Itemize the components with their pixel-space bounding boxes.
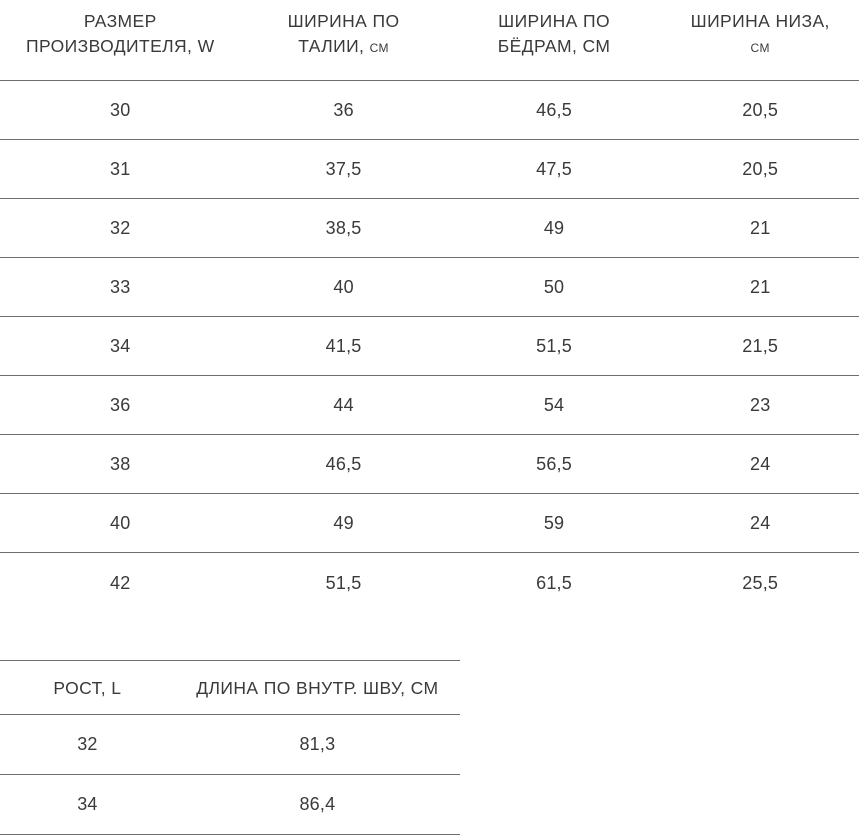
table-cell: 50: [446, 257, 662, 317]
table-cell: 42: [110, 572, 131, 593]
table-cell: 33: [0, 257, 241, 317]
table-cell: 51,5: [325, 572, 362, 593]
table-row: 34 41,5 51,5 21,5: [0, 316, 859, 376]
table-cell: 49: [446, 198, 662, 258]
table-cell: 36: [240, 80, 447, 140]
table-cell: 40: [0, 493, 241, 553]
table-row: 40 49 59 24: [0, 493, 859, 553]
table-row: 38 46,5 56,5 24: [0, 434, 859, 494]
table-row: 32 81,3: [0, 714, 460, 775]
table-cell: 30: [0, 80, 241, 140]
table-cell: 31: [0, 139, 241, 199]
header-row: РАЗМЕР ПРОИЗВОДИТЕЛЯ, W ШИРИНА ПО ТАЛИИ, …: [0, 0, 859, 81]
column-header: ШИРИНА ПО ТАЛИИ, см: [240, 0, 447, 81]
column-header: РАЗМЕР ПРОИЗВОДИТЕЛЯ, W: [0, 0, 241, 81]
table-cell: 54: [446, 375, 662, 435]
table-row: 33 40 50 21: [0, 257, 859, 317]
table-cell: 81,3: [174, 714, 460, 775]
table-cell: 21: [661, 198, 859, 258]
table-cell: 46,5: [446, 80, 662, 140]
table-row: 36 44 54 23: [0, 375, 859, 435]
column-header: ШИРИНА НИЗА, см: [661, 0, 859, 81]
table-cell: 37,5: [240, 139, 447, 199]
column-header: ШИРИНА ПО БЁДРАМ, СМ: [446, 0, 662, 81]
table-cell: 32: [0, 198, 241, 258]
table-cell: 59: [446, 493, 662, 553]
table-cell: 36: [0, 375, 241, 435]
table-cell: 21,5: [661, 316, 859, 376]
table-cell: 49: [240, 493, 447, 553]
table-cell: 25,5: [742, 572, 779, 593]
table-cell: 34: [0, 774, 175, 835]
header-row: РОСТ, L ДЛИНА ПО ВНУТР. ШВУ, СМ: [0, 660, 460, 715]
table-cell: 47,5: [446, 139, 662, 199]
table-cell: 34: [0, 316, 241, 376]
table-cell: 24: [661, 434, 859, 494]
table-row: 42 51,5 61,5 25,5: [0, 553, 859, 614]
table-cell: 20,5: [661, 80, 859, 140]
table-cell: 86,4: [174, 774, 460, 835]
table-cell: 23: [661, 375, 859, 435]
table-cell: 61,5: [536, 572, 572, 593]
table-row: 31 37,5 47,5 20,5: [0, 139, 859, 199]
table-cell: 21: [661, 257, 859, 317]
table-cell: 32: [0, 714, 175, 775]
table-cell: 20,5: [661, 139, 859, 199]
table-row: 34 86,4: [0, 774, 460, 835]
table-row: 32 38,5 49 21: [0, 198, 859, 258]
table-cell: 38: [0, 434, 241, 494]
inseam-length-table: РОСТ, L ДЛИНА ПО ВНУТР. ШВУ, СМ 32 81,3 34 86…: [0, 660, 460, 835]
table-cell: 40: [240, 257, 447, 317]
table-cell: 38,5: [240, 198, 447, 258]
table-row: 30 36 46,5 20,5: [0, 80, 859, 140]
size-table: РАЗМЕР ПРОИЗВОДИТЕЛЯ, W ШИРИНА ПО ТАЛИИ, …: [0, 0, 859, 614]
table-cell: 46,5: [240, 434, 447, 494]
table-cell: 24: [661, 493, 859, 553]
table-cell: 51,5: [446, 316, 662, 376]
column-header: ДЛИНА ПО ВНУТР. ШВУ, СМ: [174, 660, 460, 715]
table-cell: 44: [240, 375, 447, 435]
column-header: РОСТ, L: [0, 660, 175, 715]
table-cell: 56,5: [446, 434, 662, 494]
table-cell: 41,5: [240, 316, 447, 376]
